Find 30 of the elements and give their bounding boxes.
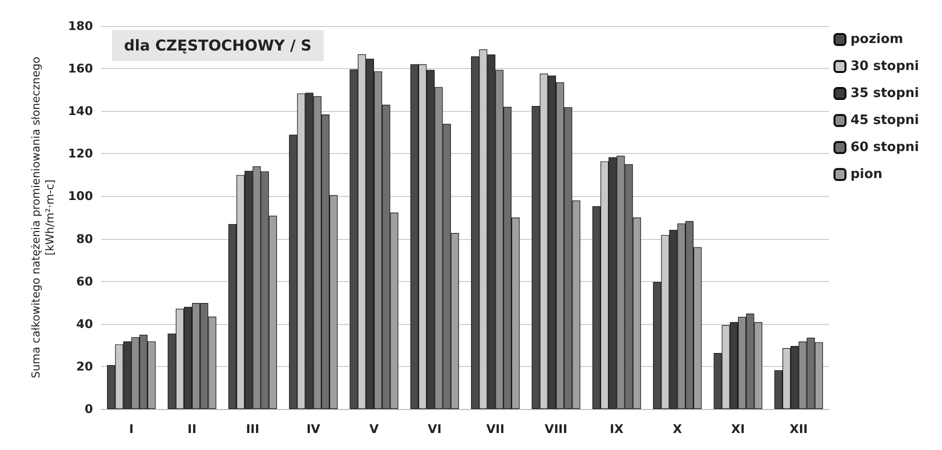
legend-label: poziom	[850, 32, 904, 47]
x-tick-label: III	[246, 422, 260, 436]
legend-label: 35 stopni	[850, 86, 920, 101]
x-tick-label: VIII	[544, 422, 568, 436]
legend-label: pion	[850, 167, 882, 182]
x-tick-label: XII	[790, 422, 808, 436]
y-axis-title: Suma całkowitego natężenia promieniowania słonecznego [kWh/m²·m-c]	[30, 56, 57, 378]
y-tick-label: 160	[68, 62, 93, 76]
legend-label: 60 stopni	[850, 140, 920, 155]
x-tick-label: X	[672, 422, 683, 436]
legend-label: 45 stopni	[850, 113, 920, 128]
y-tick-label: 60	[76, 274, 93, 288]
y-tick-label: 40	[76, 316, 93, 331]
x-tick-label: IV	[306, 422, 321, 436]
x-tick-label: I	[129, 422, 134, 436]
x-tick-label: XI	[731, 422, 745, 436]
y-tick-label: 140	[68, 104, 93, 118]
y-tick-label: 80	[76, 232, 93, 246]
x-tick-label: VII	[486, 422, 504, 436]
y-tick-label: 120	[68, 146, 93, 161]
y-tick-label: 0	[84, 402, 93, 416]
text: dla CZĘSTOCHOWY / S	[124, 36, 312, 54]
x-tick-label: V	[369, 422, 380, 436]
x-tick-label: IX	[610, 422, 624, 436]
x-tick-label: VI	[428, 422, 442, 436]
x-tick-label: II	[188, 422, 196, 436]
y-tick-label: 20	[76, 359, 93, 374]
y-tick-label: 180	[68, 19, 93, 33]
legend-label: 30 stopni	[850, 59, 920, 74]
y-tick-label: 100	[68, 189, 93, 204]
